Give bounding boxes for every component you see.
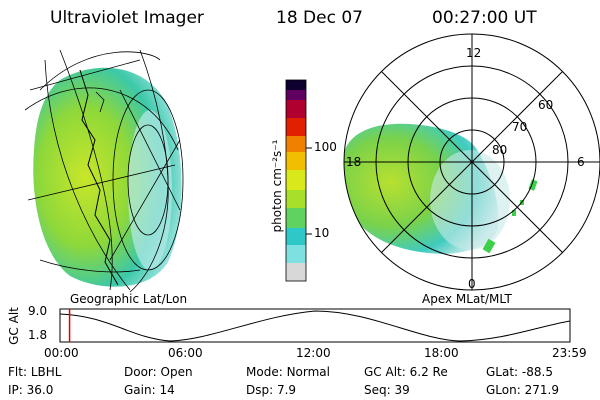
colorbar-segment (286, 80, 306, 90)
date-label: 18 Dec 07 (276, 8, 363, 28)
timeline-plot (59, 308, 571, 343)
mlat-label-60: 60 (538, 98, 554, 112)
mlat-label-80: 80 (492, 143, 508, 157)
geographic-label: Geographic Lat/Lon (70, 292, 188, 306)
timeline-xtick: 18:00 (424, 346, 459, 360)
info-dsp: Dsp: 7.9 (246, 383, 297, 397)
timeline-xtick: 12:00 (296, 346, 331, 360)
info-door: Door: Open (124, 365, 193, 379)
mlt-label-12: 12 (466, 46, 482, 60)
colorbar-segment (286, 152, 306, 170)
mlat-label-70: 70 (512, 120, 528, 134)
colorbar-segment (286, 100, 306, 118)
colorbar-segment (286, 228, 306, 245)
geographic-grid (24, 49, 184, 293)
info-ip: IP: 36.0 (8, 383, 54, 397)
colorbar (285, 79, 312, 282)
colorbar-segment (286, 136, 306, 152)
colorbar-segment (286, 118, 306, 136)
mlt-label-6: 6 (577, 155, 585, 169)
colorbar-tick-10: 10 (314, 226, 330, 240)
colorbar-segment (286, 208, 306, 228)
time-label: 00:27:00 UT (432, 8, 537, 28)
colorbar-segment (286, 90, 306, 100)
colorbar-unit-label: photon cm⁻²s⁻¹ (270, 139, 284, 233)
info-seq: Seq: 39 (364, 383, 410, 397)
timeline-ytick-9: 9.0 (28, 304, 48, 318)
info-glon: GLon: 271.9 (486, 383, 559, 397)
info-mode: Mode: Normal (246, 365, 330, 379)
polar-grid (343, 33, 600, 291)
mlt-label-18: 18 (346, 155, 362, 169)
geographic-image (33, 67, 182, 287)
instrument-title: Ultraviolet Imager (50, 8, 204, 28)
colorbar-segment (286, 190, 306, 208)
colorbar-segment (286, 170, 306, 190)
info-gc-alt: GC Alt: 6.2 Re (364, 365, 448, 379)
colorbar-segment (286, 245, 306, 263)
colorbar-tick-100: 100 (314, 140, 337, 154)
info-flt: Flt: LBHL (8, 365, 62, 379)
timeline-xtick: 23:59 (552, 346, 587, 360)
timeline-xtick: 00:00 (44, 346, 79, 360)
colorbar-segment (286, 263, 306, 281)
timeline-ytick-1-8: 1.8 (28, 328, 48, 342)
info-glat: GLat: -88.5 (486, 365, 553, 379)
timeline-xtick: 06:00 (168, 346, 203, 360)
polar-image (344, 123, 538, 255)
timeline-axis-label: GC Alt (7, 307, 21, 345)
apex-label: Apex MLat/MLT (422, 292, 512, 306)
info-gain: Gain: 14 (124, 383, 175, 397)
mlt-label-0: 0 (468, 277, 476, 291)
